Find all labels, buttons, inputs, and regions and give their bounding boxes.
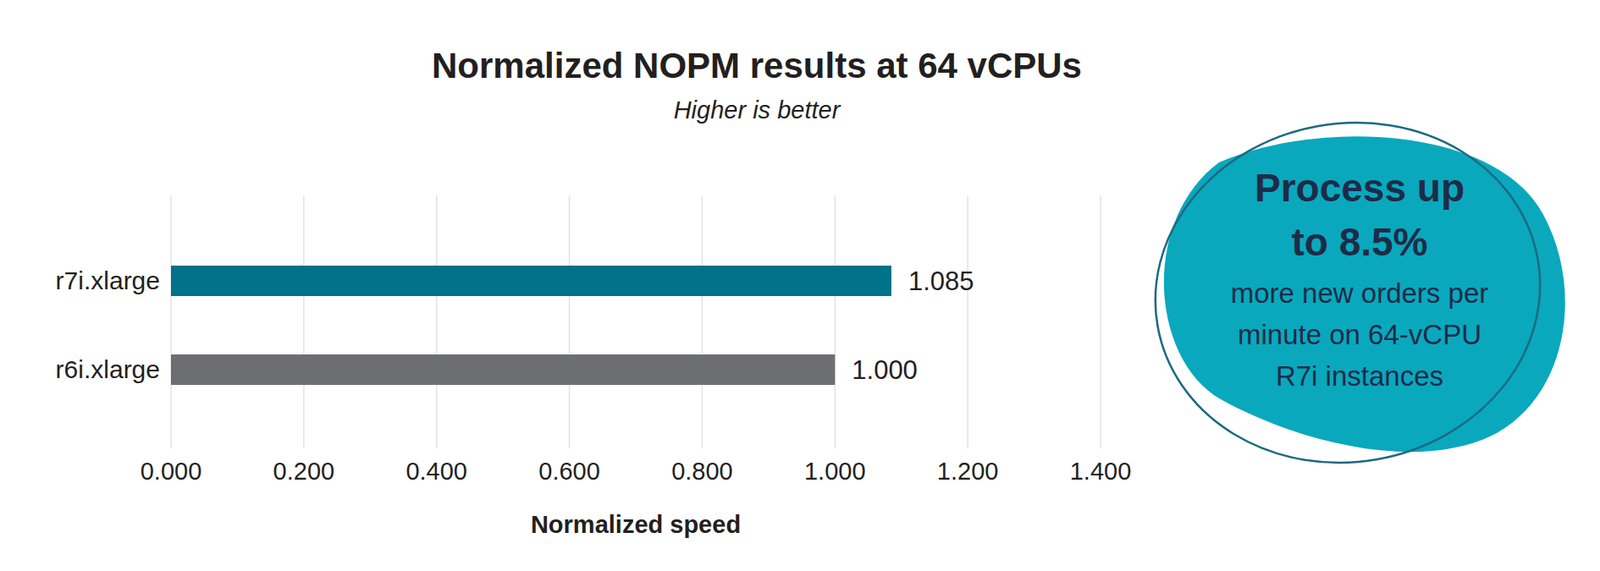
grid-line: [303, 195, 305, 449]
category-label: r7i.xlarge: [55, 266, 160, 295]
title: Normalized NOPM results at 64 vCPUs: [431, 45, 1082, 86]
callout-blob: [1164, 136, 1566, 453]
callout-outline: [1128, 92, 1568, 493]
callout-text: R7i instances: [1275, 360, 1444, 392]
grid-line: [1099, 195, 1102, 449]
x-tick-label: 0.600: [538, 457, 601, 486]
x-tick-label: 1.200: [937, 457, 999, 486]
x-tick-labels: 0.000 0.200 0.400 0.600 0.800 1.000 1.200 1.400: [140, 457, 1132, 486]
labels: r7i.xlarge 1.085 r6i.xlarge 1.000: [55, 266, 975, 386]
grid-line: [701, 195, 704, 449]
x-tick-label: 0.200: [273, 457, 336, 486]
callout: Process up to 8.5% more new orders per minu…: [1128, 92, 1568, 493]
x-tick-label: 0.400: [405, 457, 468, 486]
grid-line: [170, 195, 172, 449]
bar: [171, 354, 835, 386]
page: {"chart_data": { "type": "bar", "orienta…: [0, 0, 1600, 571]
callout-text: more new orders per: [1230, 277, 1489, 309]
x-tick-label: 0.000: [140, 457, 203, 486]
x-tick-label: 1.400: [1070, 457, 1132, 486]
data-label: 1.085: [908, 266, 975, 297]
category-label: r6i.xlarge: [55, 355, 160, 384]
grid-line: [834, 195, 837, 449]
subtitle: Higher is better: [673, 96, 842, 124]
callout-text: minute on 64-vCPU: [1237, 319, 1482, 351]
x-tick-label: 0.800: [671, 457, 734, 486]
callout-heading: Process up: [1254, 165, 1465, 210]
grid-line: [568, 195, 571, 449]
x-axis-label: Normalized speed: [530, 511, 741, 539]
grid-line: [966, 195, 969, 449]
chart: Normalized NOPM results at 64 vCPUs Highe…: [0, 0, 1600, 571]
grid-line: [435, 195, 438, 449]
data-label: 1.000: [851, 355, 918, 386]
bars: [171, 265, 892, 386]
bar: [171, 265, 892, 297]
x-tick-label: 1.000: [804, 457, 867, 486]
callout-heading: to 8.5%: [1291, 220, 1428, 265]
grid: [171, 195, 1101, 449]
